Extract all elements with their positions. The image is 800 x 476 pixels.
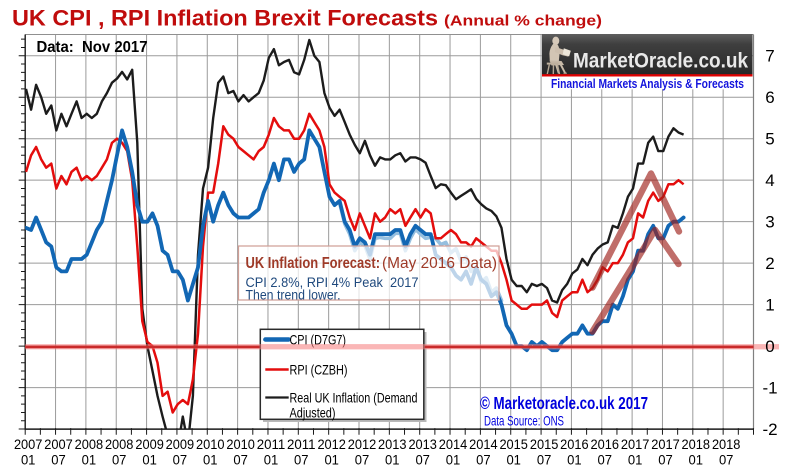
svg-text:2007: 2007 <box>14 437 43 452</box>
svg-text:01: 01 <box>324 453 339 468</box>
svg-text:© Marketoracle.co.uk 2017: © Marketoracle.co.uk 2017 <box>480 393 648 413</box>
svg-text:2012: 2012 <box>317 437 346 452</box>
svg-text:07: 07 <box>51 453 66 468</box>
svg-text:2014: 2014 <box>439 437 468 452</box>
svg-text:07: 07 <box>719 453 734 468</box>
svg-text:01: 01 <box>689 453 704 468</box>
svg-text:07: 07 <box>537 453 552 468</box>
svg-text:Then trend lower.: Then trend lower. <box>246 288 341 303</box>
svg-text:07: 07 <box>658 453 673 468</box>
svg-text:01: 01 <box>82 453 97 468</box>
svg-text:2013: 2013 <box>408 437 437 452</box>
svg-text:2016: 2016 <box>591 437 620 452</box>
svg-text:7: 7 <box>765 47 774 66</box>
svg-text:6: 6 <box>765 88 774 107</box>
svg-text:4: 4 <box>765 171 774 190</box>
svg-text:07: 07 <box>112 453 127 468</box>
svg-text:01: 01 <box>142 453 157 468</box>
svg-text:01: 01 <box>628 453 643 468</box>
svg-text:Adjusted): Adjusted) <box>290 405 336 421</box>
svg-text:07: 07 <box>355 453 370 468</box>
svg-text:MarketOracle.co.uk: MarketOracle.co.uk <box>573 50 748 73</box>
svg-text:-2: -2 <box>762 420 777 439</box>
svg-text:Data: Nov 2017: Data: Nov 2017 <box>37 39 148 56</box>
svg-text:07: 07 <box>415 453 430 468</box>
svg-text:01: 01 <box>203 453 218 468</box>
svg-text:2011: 2011 <box>257 437 286 452</box>
svg-text:UK Inflation Forecast:: UK Inflation Forecast: <box>246 255 381 272</box>
svg-text:07: 07 <box>233 453 248 468</box>
svg-text:(Annual % change): (Annual % change) <box>444 13 602 30</box>
svg-text:Financial Markets Analysis & F: Financial Markets Analysis & Forecasts <box>551 76 744 91</box>
svg-text:01: 01 <box>264 453 279 468</box>
svg-text:CPI 2.8%, RPI 4% Peak 2017: CPI 2.8%, RPI 4% Peak 2017 <box>246 275 419 290</box>
svg-text:RPI (CZBH): RPI (CZBH) <box>290 362 348 378</box>
svg-text:(May 2016 Data): (May 2016 Data) <box>382 255 497 272</box>
svg-text:2015: 2015 <box>499 437 528 452</box>
svg-text:2011: 2011 <box>287 437 316 452</box>
svg-text:07: 07 <box>294 453 309 468</box>
svg-text:2008: 2008 <box>75 437 104 452</box>
svg-text:CPI (D7G7): CPI (D7G7) <box>290 332 347 348</box>
svg-text:2018: 2018 <box>682 437 711 452</box>
svg-text:2014: 2014 <box>469 437 498 452</box>
svg-text:2007: 2007 <box>44 437 73 452</box>
svg-text:2015: 2015 <box>530 437 559 452</box>
svg-text:01: 01 <box>385 453 400 468</box>
svg-text:Real UK Inflation (Demand: Real UK Inflation (Demand <box>290 390 418 406</box>
svg-text:1: 1 <box>765 296 774 315</box>
svg-text:2017: 2017 <box>651 437 680 452</box>
svg-text:07: 07 <box>476 453 491 468</box>
svg-text:2009: 2009 <box>135 437 164 452</box>
svg-text:01: 01 <box>567 453 582 468</box>
svg-text:2009: 2009 <box>166 437 195 452</box>
svg-text:2010: 2010 <box>196 437 225 452</box>
svg-text:0: 0 <box>765 337 774 356</box>
svg-text:2013: 2013 <box>378 437 407 452</box>
svg-text:5: 5 <box>765 130 774 149</box>
svg-text:01: 01 <box>506 453 521 468</box>
svg-text:2017: 2017 <box>621 437 650 452</box>
svg-text:UK CPI , RPI Inflation Brexit: UK CPI , RPI Inflation Brexit Forecasts <box>12 6 438 31</box>
svg-text:-1: -1 <box>762 379 777 398</box>
svg-text:3: 3 <box>765 213 774 232</box>
svg-text:2016: 2016 <box>560 437 589 452</box>
svg-text:2: 2 <box>765 254 774 273</box>
svg-text:01: 01 <box>21 453 36 468</box>
svg-text:2018: 2018 <box>712 437 741 452</box>
svg-text:2010: 2010 <box>226 437 255 452</box>
svg-text:Data Source: ONS: Data Source: ONS <box>484 413 564 429</box>
svg-text:01: 01 <box>446 453 461 468</box>
svg-text:2008: 2008 <box>105 437 134 452</box>
svg-text:2012: 2012 <box>348 437 377 452</box>
svg-text:07: 07 <box>598 453 613 468</box>
svg-text:07: 07 <box>173 453 188 468</box>
